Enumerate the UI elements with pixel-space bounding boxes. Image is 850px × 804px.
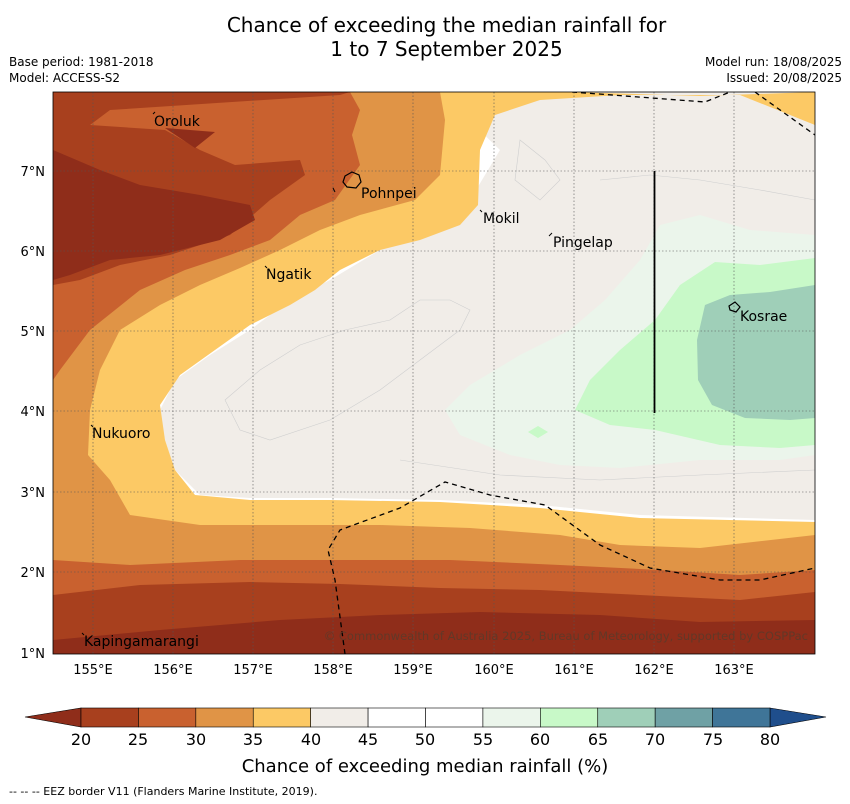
place-label-pohnpei: Pohnpei	[361, 186, 417, 202]
colorbar-tick-label: 75	[703, 730, 723, 749]
colorbar-tick-label: 65	[588, 730, 608, 749]
colorbar-swatch	[597, 707, 656, 728]
eez-footnote: -- -- -- EEZ border V11 (Flanders Marine…	[9, 785, 318, 798]
colorbar-tick-label: 35	[243, 730, 263, 749]
contour-under-20-north	[165, 128, 215, 148]
contour-60-65-patch	[528, 426, 548, 438]
base-period-text: Base period: 1981-2018	[9, 55, 154, 69]
place-label-pingelap: Pingelap	[553, 235, 613, 251]
place-label-ngatik: Ngatik	[266, 267, 312, 283]
map-plot: Oroluk Pohnpei Mokil Pingelap Ngatik Kos…	[53, 92, 815, 654]
lat-tick-label: 1°N	[21, 647, 46, 662]
colorbar-tick-label: 50	[415, 730, 435, 749]
contour-25-30	[53, 92, 815, 654]
place-label-nukuoro: Nukuoro	[92, 426, 150, 442]
meta-left: Base period: 1981-2018 Model: ACCESS-S2	[9, 54, 154, 86]
colorbar-swatch	[540, 707, 599, 728]
copyright-text: © Commonwealth of Australia 2025, Bureau…	[324, 629, 808, 643]
place-label-kosrae: Kosrae	[740, 309, 787, 325]
colorbar-swatch	[712, 707, 771, 728]
lon-tick-label: 160°E	[474, 663, 514, 678]
pohnpei-island-shape	[342, 171, 362, 189]
colorbar-swatch	[367, 707, 426, 728]
lat-tick-label: 6°N	[21, 245, 46, 260]
contour-under-20	[53, 150, 255, 280]
lon-tick-label: 159°E	[393, 663, 433, 678]
model-text: Model: ACCESS-S2	[9, 71, 121, 85]
colorbar-swatch	[252, 707, 311, 728]
place-label-oroluk: Oroluk	[154, 114, 201, 130]
contour-under-20-south	[53, 612, 815, 654]
colorbar-tick-label: 80	[760, 730, 780, 749]
colorbar-swatch	[195, 707, 254, 728]
meta-right: Model run: 18/08/2025 Issued: 20/08/2025	[705, 54, 842, 86]
colorbar-tick-label: 30	[186, 730, 206, 749]
colorbar-over-arrow	[769, 707, 827, 728]
model-run-text: Model run: 18/08/2025	[704, 55, 842, 69]
lon-tick-label: 161°E	[554, 663, 594, 678]
lat-axis: 7°N 6°N 5°N 4°N 3°N 2°N 1°N	[21, 165, 46, 662]
lat-tick-label: 3°N	[21, 486, 46, 501]
fine-contours	[224, 139, 815, 481]
colorbar-tick-label: 25	[128, 730, 148, 749]
contour-65-70	[697, 285, 815, 420]
colorbar-swatch	[310, 707, 369, 728]
colorbar-tick-label: 20	[71, 730, 91, 749]
lat-tick-label: 7°N	[21, 165, 46, 180]
colorbar-swatch	[482, 707, 541, 728]
colorbar-swatch	[654, 707, 713, 728]
title-line-2: 1 to 7 September 2025	[330, 37, 563, 61]
map-title: Chance of exceeding the median rainfall …	[0, 13, 850, 61]
colorbar-swatch	[80, 707, 139, 728]
colorbar-tick-label: 60	[530, 730, 550, 749]
place-label-mokil: Mokil	[483, 211, 520, 227]
colorbar-tick-label: 40	[301, 730, 321, 749]
colorbar-under-arrow	[24, 707, 82, 728]
lon-tick-label: 157°E	[233, 663, 273, 678]
lon-tick-label: 158°E	[313, 663, 353, 678]
colorbar-tick-label: 55	[473, 730, 493, 749]
graticule	[53, 92, 815, 654]
lon-tick-label: 163°E	[714, 663, 754, 678]
lat-tick-label: 2°N	[21, 566, 46, 581]
lat-tick-label: 5°N	[21, 325, 46, 340]
issued-text: Issued: 20/08/2025	[726, 71, 842, 85]
colorbar-swatch	[138, 707, 197, 728]
map-frame	[52, 91, 816, 655]
lon-tick-label: 156°E	[153, 663, 193, 678]
colorbar-swatch	[425, 707, 484, 728]
eez-border	[327, 92, 815, 654]
lon-tick-label: 155°E	[73, 663, 113, 678]
colorbar-tick-label: 70	[645, 730, 665, 749]
lon-axis: 155°E 156°E 157°E 158°E 159°E 160°E 161°…	[73, 663, 754, 678]
lon-tick-label: 162°E	[634, 663, 674, 678]
island-dots	[81, 111, 553, 636]
lat-tick-label: 4°N	[21, 405, 46, 420]
colorbar-tick-label: 45	[358, 730, 378, 749]
title-line-1: Chance of exceeding the median rainfall …	[226, 13, 667, 37]
colorbar: 20 25 30 35 40 45 50 55 60 65 70 75 80 C…	[24, 707, 827, 777]
kosrae-island-shape	[728, 301, 741, 313]
place-label-kapingamarangi: Kapingamarangi	[84, 634, 199, 650]
colorbar-label: Chance of exceeding median rainfall (%)	[242, 756, 609, 777]
